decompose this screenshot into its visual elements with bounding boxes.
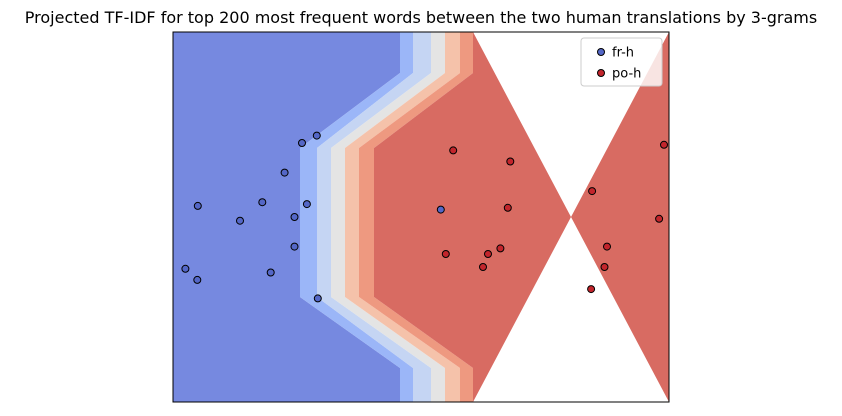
- contour-band-4: [345, 32, 460, 402]
- point-fr-h-3: [236, 216, 244, 225]
- point-fr-h-6: [280, 168, 289, 177]
- point-po-h-10: [587, 285, 596, 294]
- point-fr-h-13: [436, 205, 445, 214]
- decision-boundary-regions: [173, 32, 669, 402]
- point-fr-h-1: [193, 201, 202, 210]
- contour-band-6: [374, 32, 669, 402]
- point-po-h-12: [660, 140, 668, 149]
- point-fr-h-12: [313, 294, 322, 303]
- point-po-h-11: [655, 214, 664, 223]
- chart-title: Projected TF-IDF for top 200 most freque…: [24, 8, 818, 27]
- point-po-h-7: [588, 187, 597, 196]
- point-po-h-2: [441, 250, 450, 258]
- point-fr-h-11: [312, 131, 321, 140]
- point-po-h-5: [496, 244, 505, 253]
- contour-band-3: [331, 32, 445, 402]
- point-po-h-9: [600, 263, 609, 271]
- point-fr-h-4: [258, 198, 267, 207]
- contour-band-5: [359, 32, 473, 402]
- point-po-h-1: [506, 157, 515, 166]
- legend-label-po-h: po-h: [612, 67, 641, 82]
- point-po-h-8: [603, 242, 611, 251]
- legend: fr-h po-h: [580, 37, 663, 87]
- point-fr-h-0: [181, 264, 190, 273]
- point-po-h-0: [449, 146, 458, 155]
- point-po-h-4: [479, 263, 487, 271]
- data-points: [181, 131, 668, 303]
- point-fr-h-10: [302, 200, 311, 209]
- point-fr-h-8: [290, 242, 299, 251]
- point-fr-h-2: [193, 275, 202, 284]
- point-po-h-6: [503, 203, 512, 212]
- contour-band-0: [173, 32, 400, 402]
- legend-label-fr-h: fr-h: [612, 46, 634, 61]
- legend-marker-fr-h: [597, 48, 605, 56]
- point-fr-h-7: [290, 213, 299, 221]
- point-po-h-3: [484, 250, 492, 258]
- point-fr-h-9: [298, 139, 306, 147]
- plot-frame: [172, 31, 670, 403]
- point-fr-h-5: [266, 268, 275, 277]
- legend-marker-po-h: [597, 69, 605, 77]
- contour-band-2: [317, 32, 431, 402]
- contour-band-1: [300, 32, 413, 402]
